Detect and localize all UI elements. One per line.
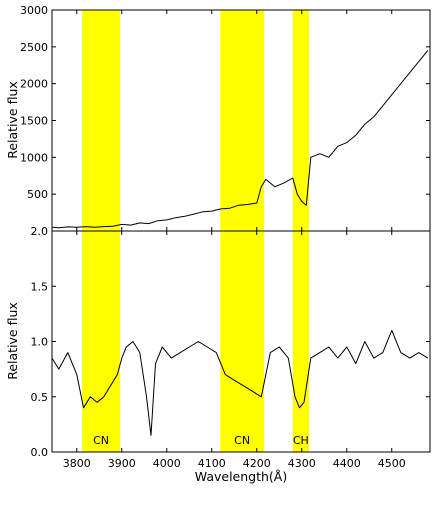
- bottom-x-tick-label-7: 4500: [378, 457, 406, 470]
- top-y-tick-label-1: 500: [27, 188, 48, 201]
- bottom-y-tick-label-3: 1.5: [31, 280, 49, 293]
- top-y-axis-label: Relative flux: [5, 81, 20, 159]
- top-panel: 500 1000 1500 2000 2500 3000: [20, 4, 431, 232]
- bottom-panel: CN CN CH 0.0 0.5 1.0 1.5 2.0 3800 3900 4000 4100 420…: [31, 225, 431, 470]
- bottom-band-0: [82, 231, 120, 452]
- top-y-tick-label-3: 1500: [20, 115, 48, 128]
- top-y-tick-label-5: 2500: [20, 41, 48, 54]
- top-band-0: [82, 10, 120, 231]
- bottom-y-tick-label-1: 0.5: [31, 391, 49, 404]
- bottom-x-tick-label-0: 3800: [63, 457, 91, 470]
- x-axis-label: Wavelength(Å): [195, 469, 287, 484]
- bottom-y-axis-label: Relative flux: [5, 302, 20, 380]
- top-y-tick-label-2: 1000: [20, 151, 48, 164]
- bottom-band-2: [292, 231, 309, 452]
- bottom-band-label-0: CN: [93, 434, 109, 447]
- bottom-y-tick-label-4: 2.0: [31, 225, 49, 238]
- bottom-y-tick-label-0: 0.0: [31, 446, 49, 459]
- bottom-x-tick-label-1: 3900: [108, 457, 136, 470]
- bottom-x-tick-label-5: 4300: [288, 457, 316, 470]
- bottom-band-label-2: CH: [293, 434, 309, 447]
- bottom-x-tick-label-3: 4100: [198, 457, 226, 470]
- top-band-1: [220, 10, 264, 231]
- bottom-x-tick-label-4: 4200: [243, 457, 271, 470]
- top-y-tick-label-6: 3000: [20, 4, 48, 17]
- top-band-2: [292, 10, 309, 231]
- bottom-y-tick-label-2: 1.0: [31, 336, 49, 349]
- bottom-x-tick-label-2: 4000: [153, 457, 181, 470]
- top-series-line-0: [51, 50, 429, 229]
- bottom-series-line-0: [51, 329, 429, 436]
- top-y-tick-label-4: 2000: [20, 78, 48, 91]
- bottom-x-tick-label-6: 4400: [333, 457, 361, 470]
- bottom-band-1: [220, 231, 264, 452]
- bottom-band-label-1: CN: [234, 434, 250, 447]
